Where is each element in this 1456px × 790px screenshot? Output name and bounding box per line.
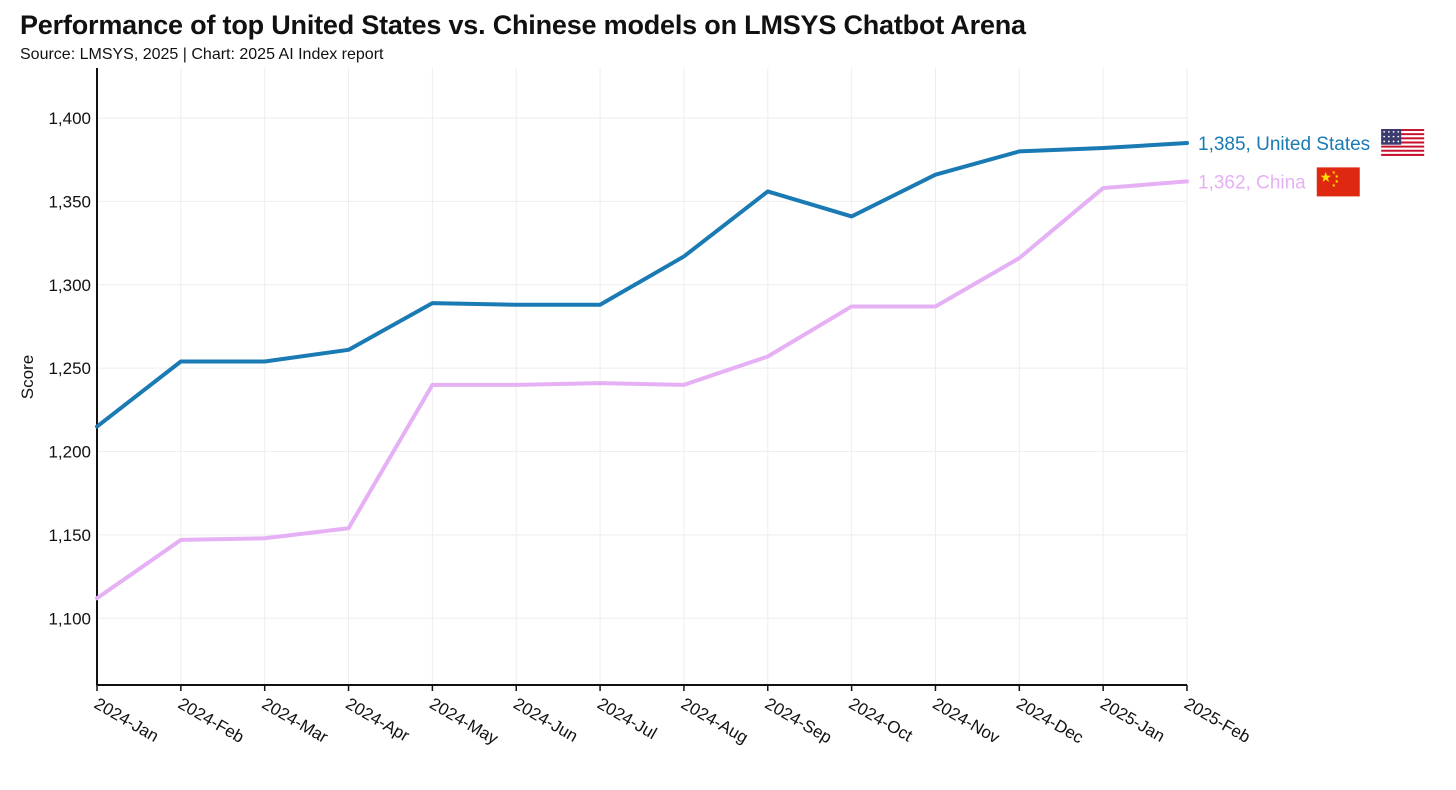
y-tick-labels: 1,100 1,150 1,200 1,250 1,300 1,350 1,400 bbox=[48, 109, 91, 628]
x-tick-label: 2024-Jan bbox=[91, 694, 162, 746]
series-lines bbox=[95, 141, 1189, 601]
flag-big-star bbox=[1320, 171, 1331, 182]
flag-canton bbox=[1381, 129, 1402, 145]
flag-stripe-red bbox=[1381, 129, 1425, 132]
y-tick-label: 1,350 bbox=[48, 192, 91, 211]
y-tick-label: 1,150 bbox=[48, 526, 91, 545]
x-tick-label: 2024-Apr bbox=[343, 694, 413, 746]
x-tick-label: 2024-Mar bbox=[259, 694, 332, 747]
flag-stripe-white bbox=[1381, 151, 1425, 154]
flag-star bbox=[1392, 140, 1395, 143]
flag-star bbox=[1392, 130, 1395, 133]
flag-star bbox=[1387, 135, 1390, 138]
x-tick-label: 2024-May bbox=[426, 694, 501, 749]
x-tick-label: 2024-Nov bbox=[929, 694, 1003, 748]
flag-star bbox=[1397, 140, 1400, 143]
flag-small-star bbox=[1331, 183, 1336, 187]
x-tick-label: 2025-Jan bbox=[1097, 694, 1168, 746]
x-tick-label: 2024-Sep bbox=[762, 694, 835, 747]
x-tick-label: 2024-Oct bbox=[846, 694, 916, 746]
china-flag-icon bbox=[1316, 167, 1360, 197]
x-tick-labels: 2024-Jan 2024-Feb 2024-Mar 2024-Apr 2024-May… bbox=[91, 694, 1254, 749]
flag-field bbox=[1316, 167, 1360, 197]
y-axis-label: Score bbox=[18, 355, 37, 399]
x-tick-label: 2025-Feb bbox=[1181, 694, 1254, 747]
y-tick-label: 1,200 bbox=[48, 443, 91, 462]
flag-stripe-red bbox=[1381, 145, 1425, 148]
x-tick-label: 2024-Dec bbox=[1013, 694, 1087, 748]
flag-star bbox=[1397, 130, 1400, 133]
axes bbox=[96, 68, 1188, 691]
flag-stripe-red bbox=[1381, 149, 1425, 152]
chart-title: Performance of top United States vs. Chi… bbox=[20, 10, 1026, 40]
us-flag-icon bbox=[1381, 129, 1425, 159]
flag-stripe-red bbox=[1381, 141, 1425, 144]
flag-star bbox=[1392, 135, 1395, 138]
flag-stripe-white bbox=[1381, 131, 1425, 134]
x-tick-label: 2024-Aug bbox=[678, 694, 751, 747]
flags bbox=[1316, 129, 1425, 197]
flag-stripe-white bbox=[1381, 155, 1425, 159]
flag-star bbox=[1383, 130, 1386, 133]
series-line-china bbox=[95, 179, 1189, 601]
x-tick-label: 2024-Jun bbox=[510, 694, 581, 746]
flag-stripe-red bbox=[1381, 153, 1425, 156]
flag-star bbox=[1397, 135, 1400, 138]
flag-stripe-white bbox=[1381, 135, 1425, 138]
flag-small-star bbox=[1331, 170, 1336, 174]
flag-star bbox=[1387, 130, 1390, 133]
chart-subtitle: Source: LMSYS, 2025 | Chart: 2025 AI Ind… bbox=[20, 46, 384, 63]
y-tick-label: 1,300 bbox=[48, 276, 91, 295]
flag-star bbox=[1387, 140, 1390, 143]
end-label-united-states: 1,385, United States bbox=[1198, 134, 1370, 155]
flag-stripe-red bbox=[1381, 137, 1425, 140]
flag-small-star bbox=[1334, 174, 1339, 178]
end-label-china: 1,362, China bbox=[1198, 172, 1306, 193]
flag-stripe-white bbox=[1381, 147, 1425, 150]
x-tick-label: 2024-Jul bbox=[594, 694, 660, 743]
flag-star bbox=[1383, 140, 1386, 143]
flag-small-star bbox=[1334, 179, 1339, 183]
flag-stripe-red bbox=[1381, 133, 1425, 136]
y-tick-label: 1,100 bbox=[48, 609, 91, 628]
y-tick-label: 1,400 bbox=[48, 109, 91, 128]
x-tick-label: 2024-Feb bbox=[175, 694, 248, 747]
flag-stripe-white bbox=[1381, 139, 1425, 142]
y-tick-label: 1,250 bbox=[48, 359, 91, 378]
flag-stripe-white bbox=[1381, 143, 1425, 146]
series-line-united-states bbox=[95, 141, 1189, 429]
grid-lines bbox=[97, 68, 1188, 685]
flag-star bbox=[1383, 135, 1386, 138]
series-end-labels: 1,385, United States 1,362, China bbox=[1198, 134, 1370, 193]
